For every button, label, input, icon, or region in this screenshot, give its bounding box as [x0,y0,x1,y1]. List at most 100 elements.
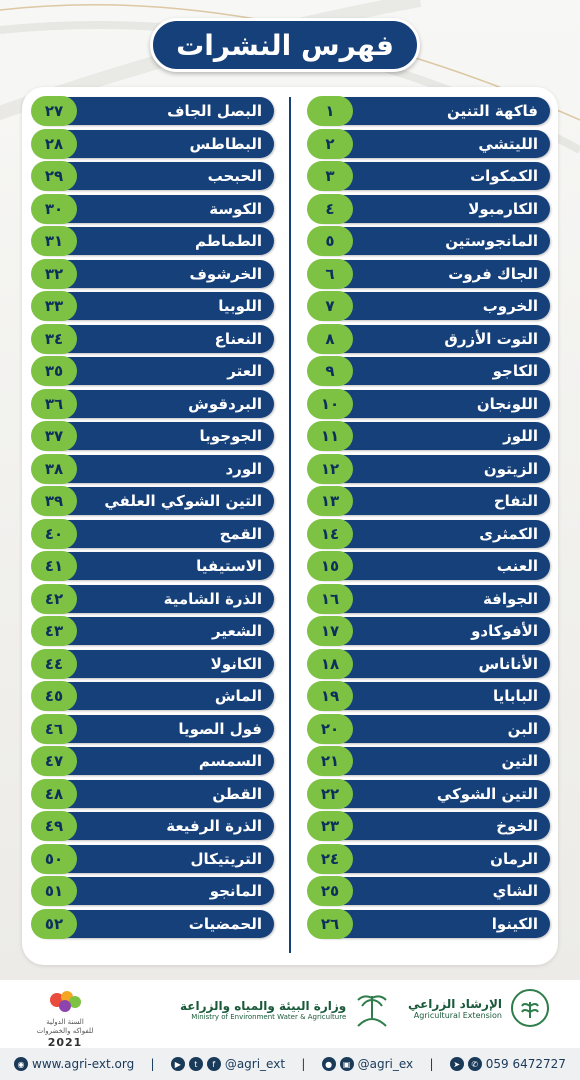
index-item[interactable]: ٤٨ القطن [31,778,274,809]
index-item[interactable]: ١ فاكهة التنين [307,96,550,126]
index-item[interactable]: ٢٨ البطاطس [31,128,274,159]
index-item[interactable]: ٩ الكاجو [307,356,550,386]
index-item[interactable]: ٣٣ اللوبيا [31,291,274,321]
index-item[interactable]: ٥١ المانجو [31,876,274,906]
facebook-icon: f [206,1057,221,1071]
item-name: التين الشوكي العلفي [104,492,262,510]
item-number-badge: ٤٩ [31,811,77,841]
item-number-badge: ٣٢ [31,258,77,289]
item-name: التفاح [493,492,538,510]
item-name: الخوخ [496,817,538,835]
index-item[interactable]: ١٠ اللونجان [307,388,550,419]
item-number-badge: ٤١ [31,551,77,581]
index-item[interactable]: ٤٤ الكانولا [31,648,274,679]
item-name: الورد [225,459,262,478]
item-name: الذرة الرفيعة [166,817,262,835]
item-name: اللوبيا [218,297,262,315]
index-item[interactable]: ٤٦ فول الصويا [31,713,274,744]
item-number-badge: ٢٦ [307,908,353,939]
index-item[interactable]: ١٦ الجوافة [307,583,550,614]
index-item[interactable]: ٥ المانجوستين [307,226,550,256]
item-number-badge: ٢٧ [31,96,77,126]
item-name: الشعير [212,622,262,640]
item-name: التين الشوكي [436,784,538,803]
index-item[interactable]: ٣ الكمكوات [307,161,550,191]
index-item[interactable]: ٢٦ الكينوا [307,908,550,939]
index-item[interactable]: ٣٨ الورد [31,453,274,484]
index-item[interactable]: ١٨ الأناناس [307,648,550,679]
index-item[interactable]: ٢٩ الحبحب [31,161,274,191]
item-name: التوت الأزرق [444,329,538,348]
item-number-badge: ٢٠ [307,713,353,744]
item-number-badge: ١٥ [307,551,353,581]
index-item[interactable]: ٣١ الطماطم [31,226,274,256]
index-item[interactable]: ٣٦ البردقوش [31,388,274,419]
item-number-badge: ١٧ [307,616,353,646]
index-item[interactable]: ٤ الكارمبولا [307,193,550,224]
item-name: الكمكوات [470,167,538,185]
index-item[interactable]: ١٢ الزيتون [307,453,550,484]
index-item[interactable]: ٧ الخروب [307,291,550,321]
index-item[interactable]: ١٣ التفاح [307,486,550,516]
index-item[interactable]: ٢٣ الخوخ [307,811,550,841]
index-item[interactable]: ٥٢ الحمضيات [31,908,274,939]
item-name: الاستيفيا [196,557,262,575]
item-number-badge: ٣٠ [31,193,77,224]
agri-extension-logo: الإرشاد الزراعي Agricultural Extension [408,988,550,1028]
item-name: الأناناس [478,654,538,673]
ministry-logo: وزارة البيئة والمياه والزراعة Ministry o… [180,988,392,1032]
index-item[interactable]: ٤١ الاستيفيا [31,551,274,581]
index-item[interactable]: ٣٢ الخرشوف [31,258,274,289]
index-item[interactable]: ٣٧ الجوجوبا [31,421,274,451]
website-group[interactable]: ◉ www.agri-ext.org [14,1057,134,1071]
index-item[interactable]: ٤٩ الذرة الرفيعة [31,811,274,841]
year-number: 2021 [47,1036,83,1049]
page-title: فهرس النشرات [150,18,420,72]
index-item[interactable]: ٦ الجاك فروت [307,258,550,289]
left-column: ٢٧ البصل الجاف ٢٨ البطاطس ٢٩ الحبحب ٣٠ الكوسة ٣١… [31,96,274,942]
index-item[interactable]: ٨ التوت الأزرق [307,323,550,354]
index-item[interactable]: ٢٧ البصل الجاف [31,96,274,126]
index-item[interactable]: ١٤ الكمثرى [307,518,550,549]
item-name: فاكهة التنين [446,102,538,120]
right-column: ١ فاكهة التنين ٢ الليتشي ٣ الكمكوات ٤ الكارمبول… [307,96,550,942]
item-name: البن [507,719,538,738]
agri-logo-arabic: الإرشاد الزراعي [407,996,502,1011]
index-item[interactable]: ١٥ العنب [307,551,550,581]
index-item[interactable]: ٤٧ السمسم [31,746,274,776]
index-item[interactable]: ٣٥ العتر [31,356,274,386]
index-item[interactable]: ٣٤ النعناع [31,323,274,354]
index-item[interactable]: ١١ اللوز [307,421,550,451]
snapchat-icon: ● [321,1057,336,1071]
item-number-badge: ٤٣ [31,616,77,646]
index-item[interactable]: ١٧ الأفوكادو [307,616,550,646]
index-item[interactable]: ٢٥ الشاي [307,876,550,906]
index-item[interactable]: ٤٥ الماش [31,681,274,711]
index-item[interactable]: ٤٠ القمح [31,518,274,549]
item-name: المانجو [209,882,262,900]
index-item[interactable]: ٥٠ التريتيكال [31,843,274,874]
phone-group[interactable]: ➤ ✆ 059 6472727 [449,1057,566,1071]
website-text[interactable]: www.agri-ext.org [32,1057,135,1071]
index-item[interactable]: ٢١ التين [307,746,550,776]
index-item[interactable]: ٢٢ التين الشوكي [307,778,550,809]
phone-number[interactable]: 059 6472727 [485,1057,566,1071]
index-item[interactable]: ٣٠ الكوسة [31,193,274,224]
index-item[interactable]: ٢٠ البن [307,713,550,744]
index-item[interactable]: ٣٩ التين الشوكي العلفي [31,486,274,516]
snapchat-group[interactable]: ● ▣ @agri_ex [321,1057,414,1071]
item-name: الكوسة [209,199,262,218]
index-item[interactable]: ٢٤ الرمان [307,843,550,874]
index-item[interactable]: ١٩ البابايا [307,681,550,711]
ministry-arabic: وزارة البيئة والمياه والزراعة [180,999,347,1013]
snapchat-handle[interactable]: @agri_ex [357,1057,414,1071]
index-item[interactable]: ٢ الليتشي [307,128,550,159]
item-name: العنب [496,557,538,575]
item-name: البابايا [492,687,538,705]
twitter-group[interactable]: ▶ t f @agri_ext [170,1057,286,1071]
twitter-handle[interactable]: @agri_ext [224,1057,286,1071]
item-name: البصل الجاف [167,102,262,120]
index-item[interactable]: ٤٣ الشعير [31,616,274,646]
item-number-badge: ٣٨ [31,453,77,484]
index-item[interactable]: ٤٢ الذرة الشامية [31,583,274,614]
